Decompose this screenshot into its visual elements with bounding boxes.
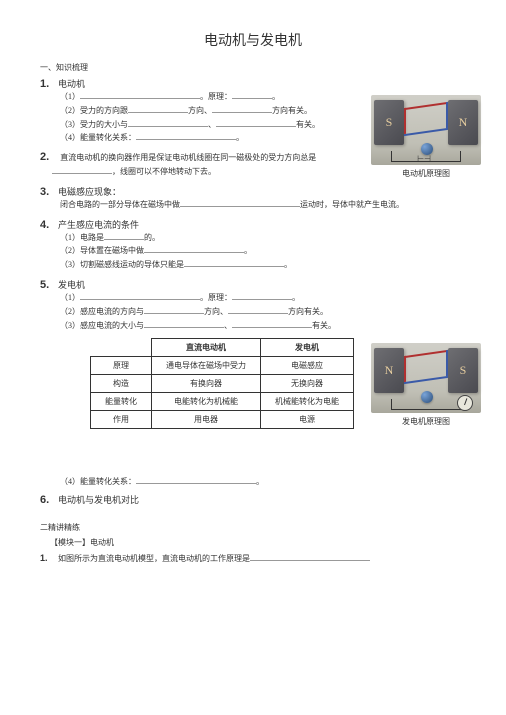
diagram-caption: 发电机原理图 bbox=[371, 416, 481, 427]
list-item: 5.发电机 （1）。原理：。 （2）感应电流的方向与方向、方向有关。 （3）感应… bbox=[40, 278, 466, 332]
coil bbox=[404, 350, 448, 386]
diagram-box: N S bbox=[371, 343, 481, 413]
circuit-line: ⊢⊣ bbox=[391, 161, 461, 162]
list-item: 4.产生感应电流的条件 （1）电路是的。 （2）导体置在磁场中做。 （3）切割磁… bbox=[40, 218, 466, 272]
section-heading-2: 二精讲精练 bbox=[40, 522, 466, 533]
table-row: 直流电动机 发电机 bbox=[91, 339, 354, 357]
list-item: 6.电动机与发电机对比 bbox=[40, 493, 466, 506]
magnet-s: S bbox=[448, 348, 478, 393]
item-5-4: （4）能量转化关系：。 bbox=[60, 475, 466, 489]
motor-diagram: S N ⊢⊣ 电动机原理图 bbox=[371, 95, 481, 179]
question-item: 1.如图所示为直流电动机模型，直流电动机的工作原理是 bbox=[40, 552, 466, 564]
generator-diagram: N S 发电机原理图 bbox=[371, 343, 481, 427]
document-page: 电动机与发电机 一、知识梳理 S N ⊢⊣ 电动机原理图 N S bbox=[0, 0, 506, 715]
circuit-line bbox=[391, 409, 461, 410]
section-heading-1: 一、知识梳理 bbox=[40, 62, 466, 73]
table-row: 能量转化电能转化为机械能机械能转化为电能 bbox=[91, 393, 354, 411]
coil bbox=[404, 102, 448, 138]
magnet-n: N bbox=[448, 100, 478, 145]
galvanometer-icon bbox=[457, 395, 473, 411]
diagram-box: S N ⊢⊣ bbox=[371, 95, 481, 165]
table-row: 构造有换向器无换向器 bbox=[91, 375, 354, 393]
comparison-table: 直流电动机 发电机 原理通电导体在磁场中受力电磁感应 构造有换向器无换向器 能量… bbox=[90, 338, 354, 429]
page-title: 电动机与发电机 bbox=[40, 30, 466, 50]
slip-ring bbox=[421, 391, 433, 403]
table-row: 原理通电导体在磁场中受力电磁感应 bbox=[91, 357, 354, 375]
module-label: 【模块一】电动机 bbox=[50, 537, 466, 548]
magnet-n: N bbox=[374, 348, 404, 393]
magnet-s: S bbox=[374, 100, 404, 145]
table-row: 作用用电器电源 bbox=[91, 411, 354, 429]
diagram-caption: 电动机原理图 bbox=[371, 168, 481, 179]
list-item: 3.电磁感应现象： 闭合电路的一部分导体在磁场中做运动时，导体中就产生电流。 bbox=[40, 185, 466, 212]
